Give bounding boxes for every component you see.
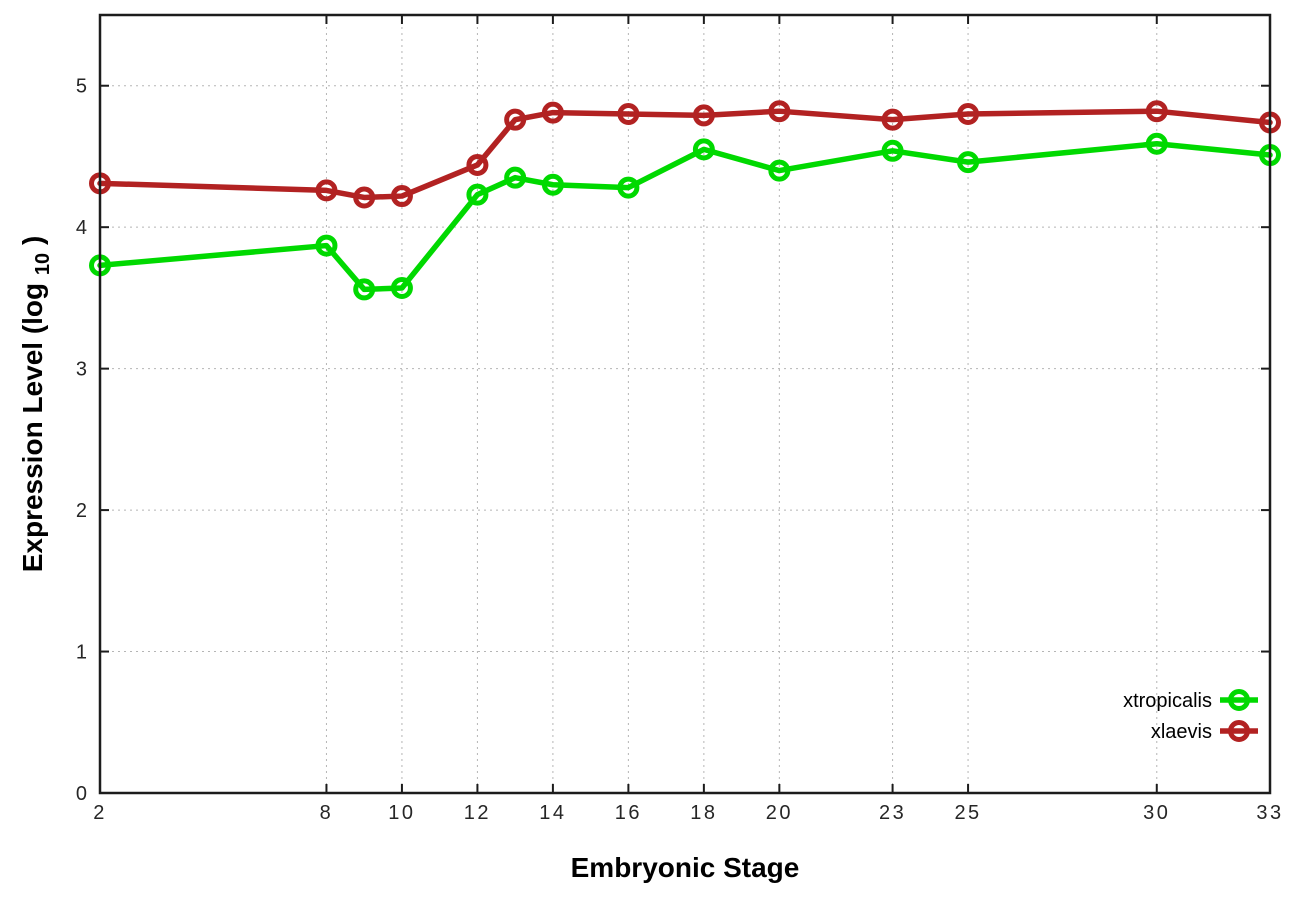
y-tick-label: 4 <box>76 217 87 239</box>
data-point-marker-xlaevis <box>617 103 640 126</box>
legend: xtropicalis xlaevis <box>1123 689 1258 743</box>
y-axis-title-close: ) <box>17 236 48 245</box>
y-tick-label: 5 <box>76 76 87 98</box>
x-tick-label: 30 <box>1143 802 1170 824</box>
x-tick-label: 33 <box>1256 802 1283 824</box>
data-series <box>89 100 1281 301</box>
data-point-marker-xtropicalis <box>768 159 791 182</box>
x-tick-label: 12 <box>464 802 491 824</box>
data-point-marker-xlaevis <box>541 101 564 124</box>
x-tick-label: 14 <box>539 802 566 824</box>
axes-and-ticks <box>98 13 1272 795</box>
data-point-marker-xlaevis <box>957 103 980 126</box>
legend-marker-xtropicalis <box>1228 689 1250 711</box>
data-point-marker-xlaevis <box>315 179 338 202</box>
data-point-marker-xlaevis <box>466 153 489 176</box>
data-point-marker-xtropicalis <box>1145 132 1168 155</box>
x-tick-label: 20 <box>766 802 793 824</box>
data-point-marker-xtropicalis <box>541 173 564 196</box>
data-point-marker-xlaevis <box>881 108 904 131</box>
data-point-marker-xlaevis <box>353 186 376 209</box>
legend-label-xlaevis: xlaevis <box>1151 721 1212 743</box>
x-axis-title: Embryonic Stage <box>571 852 800 883</box>
data-point-marker-xlaevis <box>692 104 715 127</box>
series-line-xlaevis <box>97 108 1273 201</box>
plot-border <box>98 13 1272 795</box>
y-tick-label: 3 <box>76 359 87 381</box>
data-point-marker-xtropicalis <box>390 277 413 300</box>
data-point-marker-xlaevis <box>504 108 527 131</box>
y-tick-label: 0 <box>76 783 87 805</box>
data-point-marker-xlaevis <box>768 100 791 123</box>
y-tick-label: 2 <box>76 500 87 522</box>
x-tick-label: 18 <box>690 802 717 824</box>
data-point-marker-xtropicalis <box>692 138 715 161</box>
y-tick-label: 1 <box>76 642 87 664</box>
data-point-marker-xtropicalis <box>881 139 904 162</box>
data-point-marker-xtropicalis <box>315 234 338 257</box>
x-tick-label: 8 <box>320 802 334 824</box>
legend-marker-xlaevis <box>1228 720 1250 742</box>
y-axis-title-main: Expression Level (log <box>17 283 48 572</box>
x-tick-label: 10 <box>388 802 415 824</box>
data-point-marker-xtropicalis <box>617 176 640 199</box>
data-point-marker-xlaevis <box>390 185 413 208</box>
y-axis-title: Expression Level (log 10 ) <box>17 236 55 573</box>
gridlines <box>99 15 1271 793</box>
series-line-xtropicalis <box>97 140 1273 293</box>
y-axis-title-subscript: 10 <box>32 253 54 275</box>
legend-label-xtropicalis: xtropicalis <box>1123 690 1212 712</box>
x-tick-label: 16 <box>615 802 642 824</box>
data-point-marker-xtropicalis <box>504 166 527 189</box>
data-point-marker-xtropicalis <box>466 183 489 206</box>
x-tick-label: 2 <box>93 802 107 824</box>
data-point-marker-xlaevis <box>1145 100 1168 123</box>
data-point-marker-xtropicalis <box>957 151 980 174</box>
x-tick-label: 23 <box>879 802 906 824</box>
x-tick-label: 25 <box>954 802 981 824</box>
data-point-marker-xtropicalis <box>353 278 376 301</box>
